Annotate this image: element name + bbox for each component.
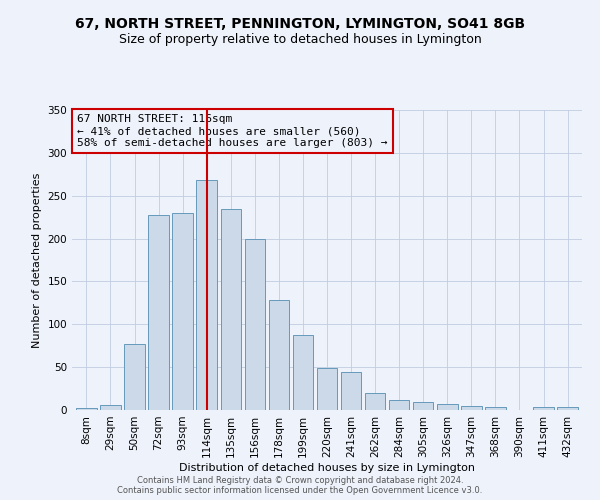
X-axis label: Distribution of detached houses by size in Lymington: Distribution of detached houses by size …	[179, 462, 475, 472]
Bar	[461, 406, 482, 410]
Bar	[437, 404, 458, 410]
Text: 67 NORTH STREET: 116sqm
← 41% of detached houses are smaller (560)
58% of semi-d: 67 NORTH STREET: 116sqm ← 41% of detache…	[77, 114, 388, 148]
Text: 67, NORTH STREET, PENNINGTON, LYMINGTON, SO41 8GB: 67, NORTH STREET, PENNINGTON, LYMINGTON,…	[75, 18, 525, 32]
Text: Size of property relative to detached houses in Lymington: Size of property relative to detached ho…	[119, 32, 481, 46]
Bar	[148, 216, 169, 410]
Bar	[172, 213, 193, 410]
Bar	[557, 408, 578, 410]
Bar	[124, 344, 145, 410]
Bar	[389, 400, 409, 410]
Bar	[413, 402, 433, 410]
Bar	[317, 368, 337, 410]
Bar	[100, 405, 121, 410]
Y-axis label: Number of detached properties: Number of detached properties	[32, 172, 42, 348]
Bar	[269, 300, 289, 410]
Bar	[533, 406, 554, 410]
Bar	[196, 180, 217, 410]
Bar	[485, 406, 506, 410]
Bar	[221, 208, 241, 410]
Bar	[245, 240, 265, 410]
Bar	[76, 408, 97, 410]
Text: Contains HM Land Registry data © Crown copyright and database right 2024.: Contains HM Land Registry data © Crown c…	[137, 476, 463, 485]
Bar	[293, 334, 313, 410]
Text: Contains public sector information licensed under the Open Government Licence v3: Contains public sector information licen…	[118, 486, 482, 495]
Bar	[365, 393, 385, 410]
Bar	[341, 372, 361, 410]
